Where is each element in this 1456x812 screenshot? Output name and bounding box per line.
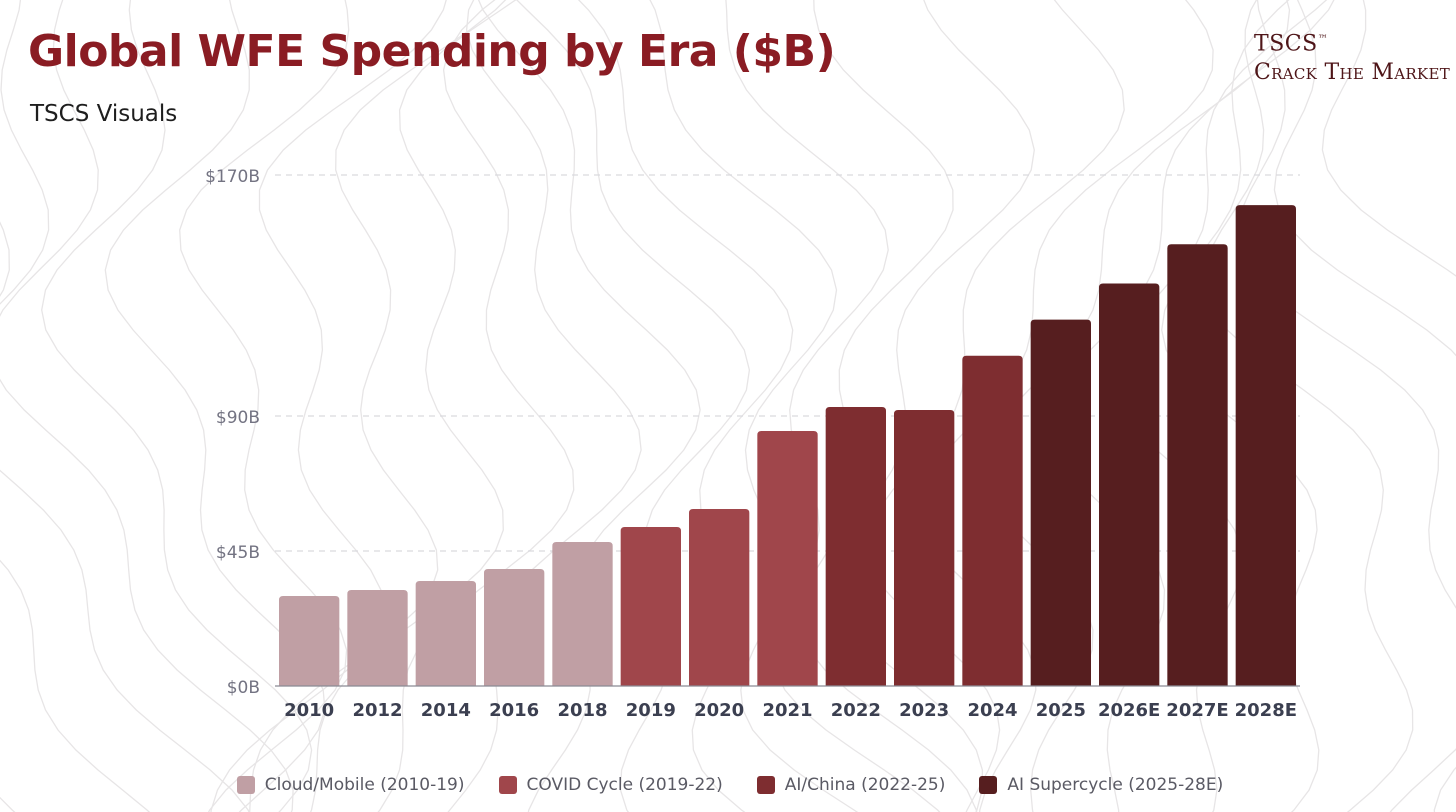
legend-item-cloud-mobile: Cloud/Mobile (2010-19) <box>233 775 465 795</box>
contour-line <box>866 0 1125 812</box>
x-tick-label: 2012 <box>352 700 402 721</box>
y-tick-label: $0B <box>227 678 260 698</box>
bar-2025 <box>1030 319 1091 686</box>
bar-2028E <box>1235 205 1296 686</box>
legend-item-ai-china: AI/China (2022-25) <box>753 775 946 795</box>
contour-line <box>0 0 250 812</box>
bar-2020 <box>689 509 750 686</box>
contour-line <box>447 0 642 812</box>
bar-2014 <box>415 581 476 686</box>
legend-label: Cloud/Mobile (2010-19) <box>264 775 465 795</box>
y-tick-label: $170B <box>205 167 260 187</box>
x-tick-label: 2016 <box>489 700 539 721</box>
x-tick-label: 2025 <box>1036 700 1086 721</box>
contour-line <box>249 0 507 812</box>
y-tick-label: $45B <box>216 543 260 563</box>
bar-2010 <box>279 596 340 686</box>
contour-line <box>210 0 447 812</box>
contour-line <box>377 0 575 812</box>
bar-2019 <box>620 527 681 686</box>
chart-title: Global WFE Spending by Era ($B) <box>28 26 836 77</box>
contour-line <box>477 0 701 812</box>
legend-label: COVID Cycle (2019-22) <box>526 775 723 795</box>
bar-2027E <box>1167 244 1228 686</box>
x-tick-label: 2021 <box>762 700 812 721</box>
x-tick-label: 2020 <box>694 700 744 721</box>
x-tick-label: 2027E <box>1166 700 1228 721</box>
contour-line <box>1273 0 1456 812</box>
bar-2012 <box>347 590 408 686</box>
legend-swatch <box>979 776 998 794</box>
contour-line <box>649 0 859 812</box>
chart-legend: Cloud/Mobile (2010-19) COVID Cycle (2019… <box>0 775 1456 795</box>
brand-tagline: Crack The Market <box>1254 60 1450 86</box>
bar-2016 <box>484 569 545 686</box>
x-tick-label: 2026E <box>1098 700 1160 721</box>
x-tick-label: 2028E <box>1235 700 1297 721</box>
legend-item-ai-supercycle: AI Supercycle (2025-28E) <box>975 775 1223 795</box>
legend-label: AI Supercycle (2025-28E) <box>1007 775 1224 795</box>
legend-swatch <box>498 776 517 794</box>
contour-line <box>41 0 313 812</box>
bar-2021 <box>757 431 818 686</box>
x-tick-label: 2010 <box>284 700 334 721</box>
x-tick-label: 2024 <box>967 700 1017 721</box>
contour-line <box>1203 0 1414 812</box>
bar-2018 <box>552 542 613 686</box>
y-tick-label: $90B <box>216 408 260 428</box>
bar-2023 <box>894 409 955 686</box>
contour-line <box>179 0 350 812</box>
contour-line <box>515 0 751 812</box>
contour-line <box>725 0 941 812</box>
bar-2026E <box>1099 283 1160 686</box>
chart-subtitle: TSCS Visuals <box>30 101 178 127</box>
x-tick-label: 2023 <box>899 700 949 721</box>
legend-swatch <box>236 776 255 794</box>
legend-swatch <box>756 776 775 794</box>
brand-logo: TSCS™ Crack The Market <box>1254 26 1450 88</box>
bar-2024 <box>962 355 1023 686</box>
bar-2022 <box>825 406 886 686</box>
x-tick-label: 2022 <box>831 700 881 721</box>
x-tick-label: 2019 <box>626 700 676 721</box>
contour-line <box>0 221 151 812</box>
contour-line <box>577 0 794 812</box>
brand-trademark: ™ <box>1317 34 1329 45</box>
contour-line <box>309 0 517 812</box>
x-tick-label: 2018 <box>557 700 607 721</box>
x-tick-label: 2014 <box>421 700 471 721</box>
brand-name: TSCS <box>1254 31 1318 57</box>
contour-line <box>1237 0 1456 812</box>
contour-line <box>1321 0 1456 277</box>
legend-item-covid-cycle: COVID Cycle (2019-22) <box>495 775 723 795</box>
contour-line <box>0 0 294 812</box>
legend-label: AI/China (2022-25) <box>784 775 946 795</box>
